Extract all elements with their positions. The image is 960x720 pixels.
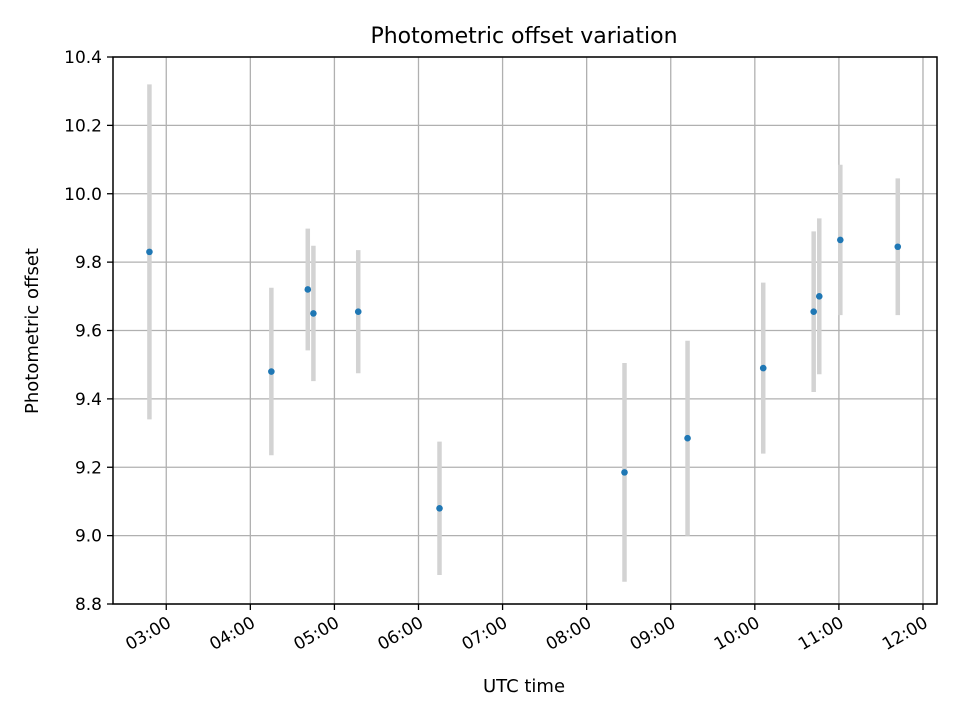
y-tick-label: 10.4	[64, 48, 102, 68]
x-axis-label: UTC time	[483, 676, 565, 697]
y-axis-label: Photometric offset	[22, 248, 43, 414]
data-point	[310, 310, 317, 317]
data-point	[268, 368, 275, 375]
data-point	[837, 236, 844, 244]
y-tick-label: 9.2	[75, 458, 102, 478]
y-tick-label: 10.2	[64, 116, 102, 136]
data-point	[684, 434, 691, 442]
y-tick-label: 10.0	[64, 185, 102, 205]
data-point	[815, 293, 823, 300]
y-tick-label: 9.4	[75, 390, 102, 410]
data-point	[146, 248, 153, 256]
y-tick-label: 8.8	[75, 595, 102, 615]
data-points	[146, 236, 902, 512]
data-point	[810, 308, 817, 315]
data-point	[304, 286, 312, 293]
y-tick-label: 9.8	[75, 253, 102, 273]
data-point	[759, 364, 767, 372]
data-point	[894, 243, 902, 251]
data-point	[354, 308, 362, 315]
y-axis-ticks: 8.8 9.0 9.2 9.4 9.6 9.8 10.0 10.2 10.4	[64, 48, 113, 615]
y-tick-label: 9.0	[75, 527, 102, 547]
data-point	[621, 469, 628, 476]
y-tick-label: 9.6	[75, 322, 102, 342]
chart-title: Photometric offset variation	[370, 24, 677, 49]
data-point	[436, 504, 443, 512]
